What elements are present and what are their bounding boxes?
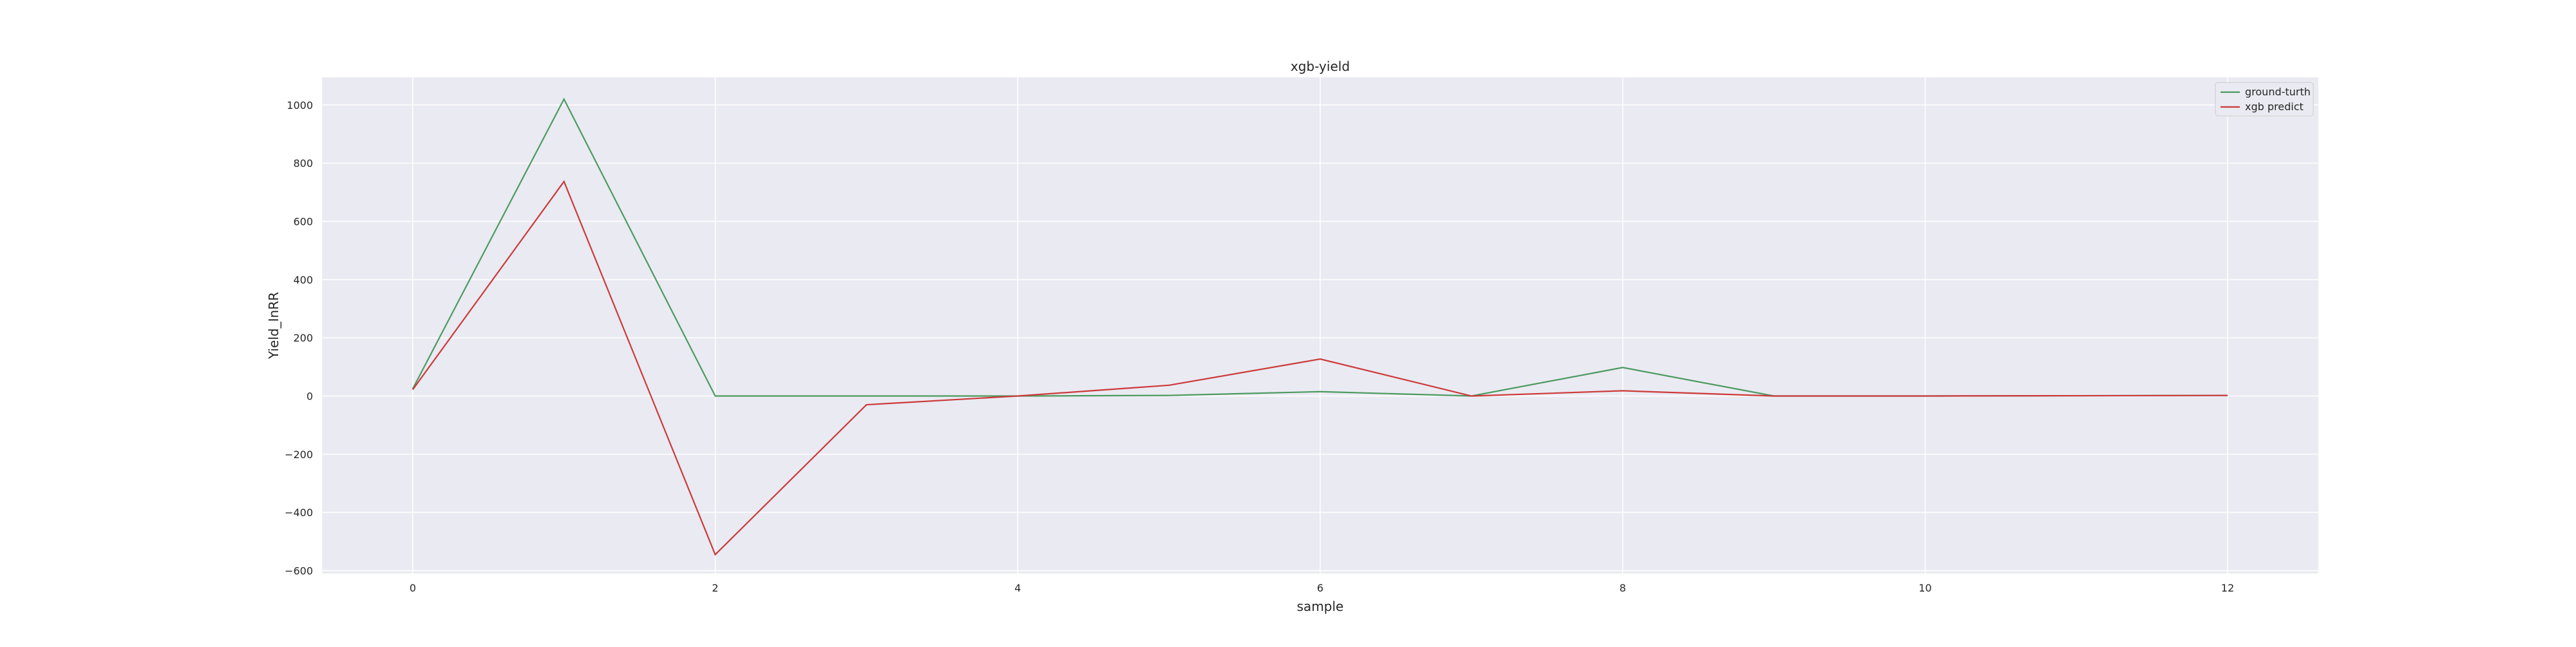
x-tick-label: 8	[1620, 582, 1626, 594]
y-tick-labels: −600 −400 −200 0 200 400 600 800 1000	[285, 99, 313, 577]
x-axis-title: sample	[1297, 599, 1344, 614]
x-tick-labels: 0 2 4 6 8 10 12	[410, 582, 2234, 594]
legend: ground-turth xgb predict	[2215, 82, 2314, 117]
series-lines	[412, 97, 2228, 556]
x-tick-label: 4	[1014, 582, 1021, 594]
y-tick-label: −200	[285, 449, 313, 461]
y-axis-title: Yield_InRR	[266, 292, 281, 360]
chart-title: xgb-yield	[1291, 59, 1350, 74]
y-tick-label: 0	[307, 391, 313, 403]
legend-label-ground-turth: ground-turth	[2245, 86, 2311, 98]
y-tick-label: 400	[293, 274, 313, 286]
y-tick-label: 800	[293, 157, 313, 169]
y-tick-label: −600	[285, 565, 313, 577]
legend-label-xgb-predict: xgb predict	[2245, 101, 2304, 113]
y-tick-label: 200	[293, 332, 313, 344]
x-tick-label: 10	[1918, 582, 1931, 594]
y-tick-label: 600	[293, 216, 313, 228]
x-tick-label: 12	[2221, 582, 2234, 594]
x-tick-label: 6	[1317, 582, 1323, 594]
x-tick-label: 2	[712, 582, 719, 594]
y-tick-label: −400	[285, 507, 313, 519]
x-tick-label: 0	[410, 582, 416, 594]
y-tick-label: 1000	[287, 99, 313, 111]
series-line-xgb-predict	[412, 180, 2228, 556]
